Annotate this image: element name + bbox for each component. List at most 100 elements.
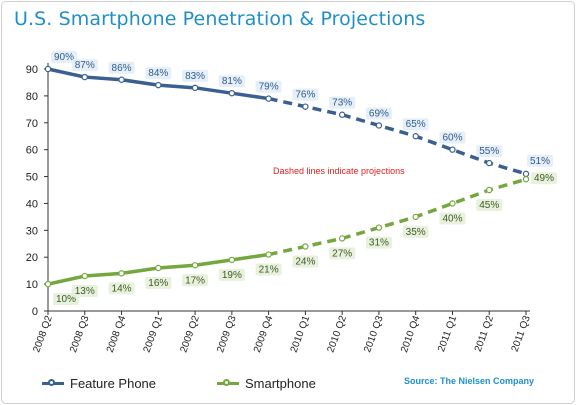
feature-phone-data-label: 65% xyxy=(406,119,426,130)
smartphone-data-label: 16% xyxy=(148,278,168,289)
legend-item-smartphone: Smartphone xyxy=(217,375,316,391)
y-tick-label: 60 xyxy=(26,145,38,157)
feature-phone-label-bg xyxy=(71,59,98,72)
feature-phone-label-bg xyxy=(218,75,245,88)
y-tick-label: 90 xyxy=(26,64,38,76)
smartphone-label-bg xyxy=(71,285,98,298)
x-tick-label: 2010 Q4 xyxy=(399,314,423,354)
feature-phone-point xyxy=(522,170,530,178)
y-tick-label: 20 xyxy=(26,252,38,264)
y-tick-label: 0 xyxy=(32,306,38,318)
x-tick-label: 2008 Q2 xyxy=(31,314,55,354)
feature-phone-label-bg xyxy=(527,154,553,167)
feature-phone-point xyxy=(375,122,383,129)
smartphone-point xyxy=(375,224,383,231)
feature-phone-point xyxy=(412,133,419,140)
smartphone-data-label: 19% xyxy=(222,270,242,281)
feature-phone-point xyxy=(191,84,199,92)
feature-phone-label-bg xyxy=(329,96,356,109)
y-tick-label: 80 xyxy=(26,91,38,103)
y-tick-label: 30 xyxy=(26,225,38,237)
feature-phone-label-bg xyxy=(108,61,135,74)
chart-title: U.S. Smartphone Penetration & Projection… xyxy=(14,8,426,30)
x-tick-label: 2008 Q3 xyxy=(68,314,92,354)
smartphone-point xyxy=(81,272,88,280)
smartphone-label-bg xyxy=(218,268,245,281)
legend-label-feature-phone: Feature Phone xyxy=(70,376,157,392)
feature-phone-point xyxy=(44,65,52,73)
series-lines xyxy=(47,67,527,286)
smartphone-data-label: 14% xyxy=(112,283,132,294)
smartphone-data-label: 13% xyxy=(75,286,95,297)
smartphone-data-label: 10% xyxy=(56,294,76,305)
feature-phone-point xyxy=(81,73,88,81)
feature-phone-data-label: 83% xyxy=(185,71,205,82)
smartphone-point xyxy=(191,262,199,269)
feature-phone-label-bg xyxy=(51,51,77,63)
smartphone-point xyxy=(155,264,162,272)
feature-phone-point xyxy=(449,146,456,153)
x-tick-label: 2010 Q1 xyxy=(289,314,313,354)
axes: 0 10 20 30 40 50 60 70 80 90 2008 Q2 2008 Q3 2008 Q4… xyxy=(26,63,533,354)
legend-swatch-smartphone xyxy=(217,379,239,387)
smartphone-label-bg xyxy=(439,212,466,225)
smartphone-point xyxy=(228,256,236,264)
x-tick-label: 2008 Q4 xyxy=(105,314,129,354)
x-tick-label: 2011 Q2 xyxy=(473,314,496,354)
feature-phone-data-label: 69% xyxy=(369,108,389,119)
feature-phone-point xyxy=(118,76,125,83)
series-points xyxy=(44,65,530,288)
feature-phone-label-bg xyxy=(182,69,209,82)
y-tick-label: 10 xyxy=(26,279,38,291)
smartphone-label-bg xyxy=(292,255,319,268)
smartphone-data-label: 49% xyxy=(534,173,554,184)
feature-phone-data-label: 81% xyxy=(222,76,242,87)
smartphone-data-label: 21% xyxy=(259,265,279,276)
smartphone-label-bg xyxy=(531,172,557,185)
smartphone-data-label: 24% xyxy=(295,256,315,267)
y-tick-label: 50 xyxy=(26,172,38,184)
feature-phone-point xyxy=(486,159,493,167)
smartphone-point xyxy=(265,251,272,258)
y-tick-label: 40 xyxy=(26,198,38,210)
x-tick-label: 2009 Q2 xyxy=(178,314,202,354)
smartphone-point xyxy=(522,176,530,183)
legend-label-smartphone: Smartphone xyxy=(245,376,316,392)
feature-phone-label-bg xyxy=(255,80,282,93)
smartphone-point xyxy=(118,270,125,277)
feature-phone-data-label: 90% xyxy=(54,52,74,63)
feature-phone-point xyxy=(265,95,272,102)
feature-phone-point xyxy=(338,111,346,118)
smartphone-point xyxy=(449,200,456,207)
feature-phone-data-label: 84% xyxy=(148,68,168,79)
smartphone-point xyxy=(486,186,493,194)
smartphone-label-bg xyxy=(365,236,392,249)
feature-phone-data-label: 76% xyxy=(295,90,315,101)
smartphone-point xyxy=(44,280,52,288)
smartphone-data-label: 45% xyxy=(479,200,499,211)
feature-phone-label-bg xyxy=(365,107,392,120)
smartphone-label-bg xyxy=(182,274,209,287)
projection-note: Dashed lines indicate projections xyxy=(273,166,405,176)
source-credit: Source: The Nielsen Company xyxy=(404,376,535,386)
feature-phone-data-label: 60% xyxy=(442,133,462,144)
legend-swatch-feature-phone xyxy=(42,379,64,387)
x-tick-label: 2010 Q3 xyxy=(362,314,386,354)
feature-phone-label-bg xyxy=(145,67,172,80)
smartphone-label-bg xyxy=(476,199,503,211)
feature-phone-data-label: 86% xyxy=(112,63,132,74)
feature-phone-data-label: 87% xyxy=(75,60,95,71)
x-tick-label: 2011 Q1 xyxy=(436,314,459,354)
x-tick-label: 2009 Q1 xyxy=(142,314,166,354)
smartphone-data-label: 27% xyxy=(332,248,352,259)
smartphone-point xyxy=(412,213,419,221)
smartphone-data-label: 40% xyxy=(442,213,462,224)
smartphone-label-bg xyxy=(402,225,429,238)
smartphone-label-bg xyxy=(329,247,356,260)
x-tick-label: 2009 Q4 xyxy=(252,314,276,354)
feature-phone-point xyxy=(228,89,236,97)
feature-phone-data-label: 51% xyxy=(530,156,550,167)
x-tick-label: 2011 Q3 xyxy=(510,314,533,354)
smartphone-point xyxy=(302,243,309,250)
smartphone-label-bg xyxy=(145,276,172,289)
